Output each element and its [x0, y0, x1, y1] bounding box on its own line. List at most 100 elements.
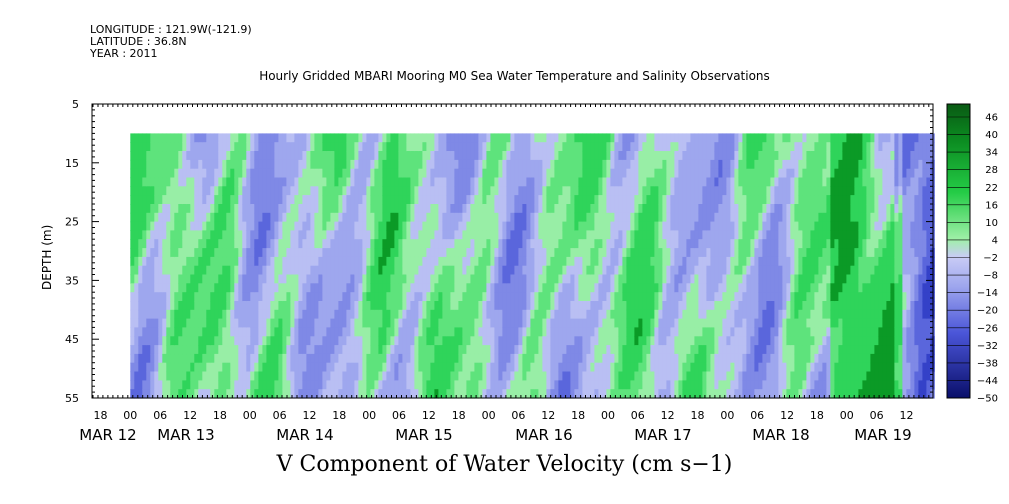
heatmap-cell [258, 362, 263, 373]
heatmap-cell [474, 212, 479, 223]
heatmap-cell [558, 186, 563, 196]
heatmap-cell [738, 371, 743, 381]
heatmap-cell [534, 265, 539, 276]
heatmap-cell [138, 159, 143, 170]
heatmap-cell [426, 283, 431, 293]
heatmap-cell [134, 301, 139, 311]
heatmap-cell [742, 345, 747, 355]
heatmap-cell [742, 239, 747, 249]
heatmap-cell [442, 336, 447, 346]
heatmap-cell [206, 292, 211, 302]
heatmap-cells [130, 133, 935, 399]
heatmap-cell [430, 168, 435, 179]
heatmap-cell [790, 256, 795, 267]
heatmap-cell [782, 389, 787, 399]
heatmap-cell [782, 345, 787, 355]
heatmap-cell [614, 142, 619, 152]
heatmap-cell [626, 309, 631, 320]
heatmap-cell [490, 204, 495, 214]
heatmap-cell [202, 212, 207, 223]
heatmap-cell [398, 239, 403, 249]
heatmap-cell [338, 142, 343, 152]
heatmap-cell [714, 177, 719, 187]
heatmap-cell [134, 195, 139, 205]
heatmap-cell [642, 353, 647, 364]
heatmap-cell [774, 283, 779, 293]
heatmap-cell [430, 256, 435, 267]
heatmap-cell [526, 195, 531, 205]
heatmap-cell [642, 151, 647, 161]
heatmap-cell [602, 204, 607, 214]
heatmap-cell [170, 309, 175, 320]
heatmap-cell [214, 221, 219, 231]
heatmap-cell [738, 362, 743, 373]
heatmap-cell [538, 362, 543, 373]
heatmap-cell [146, 204, 151, 214]
heatmap-cell [690, 212, 695, 223]
heatmap-cell [550, 318, 555, 328]
heatmap-cell [666, 195, 671, 205]
heatmap-cell [138, 151, 143, 161]
heatmap-cell [242, 159, 247, 170]
heatmap-cell [310, 309, 315, 320]
heatmap-cell [194, 301, 199, 311]
heatmap-cell [370, 142, 375, 152]
heatmap-cell [362, 327, 367, 337]
heatmap-cell [222, 301, 227, 311]
heatmap-cell [334, 239, 339, 249]
heatmap-cell [382, 362, 387, 373]
heatmap-cell [266, 186, 271, 196]
heatmap-cell [546, 230, 551, 240]
heatmap-cell [738, 309, 743, 320]
heatmap-cell [750, 230, 755, 240]
heatmap-cell [502, 212, 507, 223]
heatmap-cell [350, 256, 355, 267]
heatmap-cell [638, 204, 643, 214]
heatmap-cell [622, 195, 627, 205]
heatmap-cell [262, 195, 267, 205]
heatmap-cell [610, 142, 615, 152]
heatmap-cell [666, 142, 671, 152]
heatmap-cell [666, 283, 671, 293]
heatmap-cell [290, 345, 295, 355]
heatmap-cell [654, 195, 659, 205]
heatmap-cell [454, 353, 459, 364]
heatmap-cell [150, 151, 155, 161]
heatmap-cell [358, 292, 363, 302]
heatmap-cell [602, 345, 607, 355]
heatmap-cell [750, 265, 755, 276]
heatmap-cell [338, 362, 343, 373]
heatmap-cell [746, 336, 751, 346]
heatmap-cell [258, 283, 263, 293]
heatmap-cell [334, 248, 339, 258]
heatmap-cell [582, 142, 587, 152]
heatmap-cell [154, 168, 159, 179]
heatmap-cell [162, 389, 167, 399]
heatmap-cell [346, 274, 351, 284]
heatmap-cell [406, 195, 411, 205]
heatmap-cell [330, 142, 335, 152]
heatmap-cell [434, 142, 439, 152]
heatmap-cell [134, 292, 139, 302]
heatmap-cell [298, 265, 303, 276]
heatmap-cell [466, 186, 471, 196]
heatmap-cell [378, 256, 383, 267]
heatmap-cell [446, 380, 451, 390]
heatmap-cell [730, 256, 735, 267]
heatmap-cell [170, 204, 175, 214]
heatmap-cell [346, 248, 351, 258]
heatmap-cell [322, 283, 327, 293]
heatmap-cell [526, 389, 531, 399]
heatmap-cell [490, 353, 495, 364]
heatmap-cell [770, 204, 775, 214]
heatmap-cell [266, 318, 271, 328]
heatmap-cell [662, 248, 667, 258]
heatmap-cell [178, 212, 183, 223]
heatmap-cell [418, 371, 423, 381]
heatmap-cell [442, 212, 447, 223]
heatmap-cell [134, 380, 139, 390]
heatmap-cell [626, 353, 631, 364]
heatmap-cell [622, 274, 627, 284]
heatmap-cell [306, 336, 311, 346]
heatmap-cell [614, 204, 619, 214]
